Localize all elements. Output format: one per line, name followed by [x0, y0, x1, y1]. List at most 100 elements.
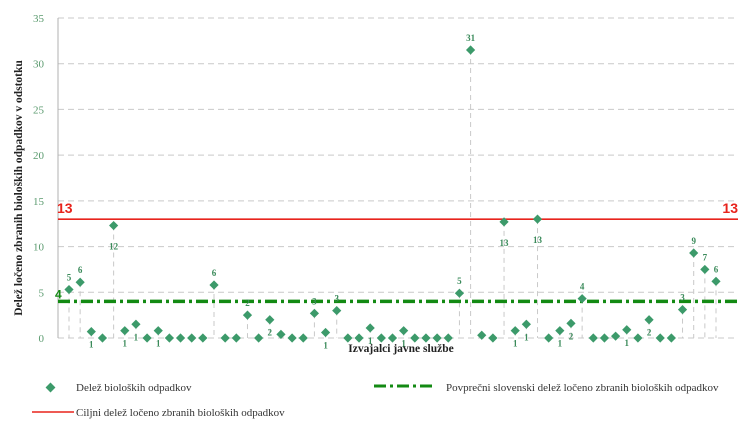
data-point	[164, 333, 174, 343]
data-label: 1	[513, 339, 518, 349]
data-label: 6	[212, 268, 217, 278]
y-axis-title: Delež ločeno zbranih bioloških odpadkov …	[13, 60, 25, 316]
data-label: 7	[703, 252, 708, 262]
data-label: 1	[368, 336, 373, 346]
data-point	[465, 45, 476, 55]
data-label: 5	[457, 276, 462, 286]
data-label: 1	[89, 340, 94, 350]
target-line-label-left: 13	[57, 200, 73, 216]
data-point	[399, 326, 409, 336]
data-point	[443, 333, 453, 343]
data-point	[97, 333, 108, 343]
data-point	[577, 294, 587, 304]
data-label: 1	[156, 339, 161, 349]
y-tick-label: 35	[33, 13, 45, 25]
x-axis-title: Izvajalci javne službe	[348, 343, 453, 355]
data-label: 1	[401, 339, 406, 349]
data-point	[622, 325, 632, 335]
data-point	[287, 333, 297, 343]
data-point	[432, 333, 442, 343]
data-label: 3	[680, 293, 685, 303]
y-tick-label: 20	[33, 150, 45, 162]
data-label: 12	[109, 242, 119, 252]
data-point	[521, 319, 531, 329]
legend-label-average: Povprečni slovenski delež ločeno zbranih…	[446, 382, 719, 394]
data-point	[365, 323, 375, 333]
target-line-label-right: 13	[722, 200, 738, 216]
data-point	[120, 326, 130, 336]
data-point	[265, 315, 275, 325]
data-label: 2	[268, 328, 273, 338]
data-label: 13	[500, 238, 510, 248]
data-label: 5	[67, 273, 72, 283]
data-point	[544, 333, 554, 343]
legend-label-target: Ciljni delež ločeno zbranih bioloških od…	[76, 407, 285, 419]
y-tick-label: 30	[33, 59, 45, 71]
data-point	[187, 333, 197, 343]
data-label: 1	[524, 332, 529, 342]
data-label: 1	[123, 339, 128, 349]
y-tick-labels: 0 5 10 15 20 25 30 35	[33, 13, 45, 345]
data-label: 4	[580, 282, 585, 292]
data-label: 2	[245, 298, 250, 308]
data-label: 1	[323, 341, 328, 351]
data-point	[64, 284, 74, 295]
data-label: 6	[78, 265, 83, 275]
data-point	[421, 333, 431, 343]
y-tick-label: 10	[33, 242, 45, 254]
legend-marker-points	[45, 382, 56, 393]
data-point	[488, 333, 498, 343]
data-point	[689, 248, 699, 258]
data-point	[454, 288, 465, 298]
y-tick-label: 15	[33, 196, 45, 208]
data-point	[131, 319, 141, 329]
data-label: 1	[558, 339, 563, 349]
data-point	[655, 333, 665, 343]
data-point	[666, 333, 676, 343]
data-point	[276, 329, 286, 339]
data-point	[566, 318, 576, 328]
data-point	[86, 327, 96, 337]
y-tick-label: 25	[33, 104, 45, 116]
data-point	[588, 333, 598, 343]
y-tick-label: 5	[39, 287, 45, 299]
data-point	[477, 330, 487, 340]
data-points	[64, 45, 721, 343]
data-point	[354, 333, 364, 343]
data-point	[242, 310, 253, 320]
data-label: 13	[533, 235, 543, 245]
data-point	[298, 333, 308, 343]
data-point	[510, 326, 520, 336]
data-point	[633, 333, 643, 343]
data-point	[711, 276, 721, 286]
data-point	[220, 333, 230, 343]
reference-lines: 4 13 13	[55, 200, 738, 304]
data-point	[499, 217, 509, 227]
legend-label-points: Delež bioloških odpadkov	[76, 382, 192, 394]
data-point	[387, 333, 398, 343]
data-point	[644, 315, 654, 325]
data-point	[320, 327, 331, 338]
data-label: 3	[334, 294, 339, 304]
data-point	[332, 305, 342, 316]
data-label: 3	[312, 296, 317, 306]
data-point	[175, 333, 186, 343]
data-point	[142, 333, 152, 343]
data-point	[410, 333, 420, 343]
data-label: 1	[134, 332, 139, 342]
data-point	[198, 333, 208, 343]
data-label: 2	[569, 331, 574, 341]
average-line-label: 4	[55, 287, 62, 301]
data-label: 9	[691, 236, 696, 246]
data-point	[254, 333, 264, 343]
data-point	[599, 333, 610, 343]
data-label: 1	[625, 338, 630, 348]
grid-layer	[57, 17, 738, 339]
legend: Delež bioloških odpadkov Povprečni slove…	[32, 382, 719, 419]
data-point	[153, 326, 163, 336]
data-point	[231, 333, 241, 343]
data-point	[555, 326, 565, 336]
data-point	[700, 264, 710, 275]
